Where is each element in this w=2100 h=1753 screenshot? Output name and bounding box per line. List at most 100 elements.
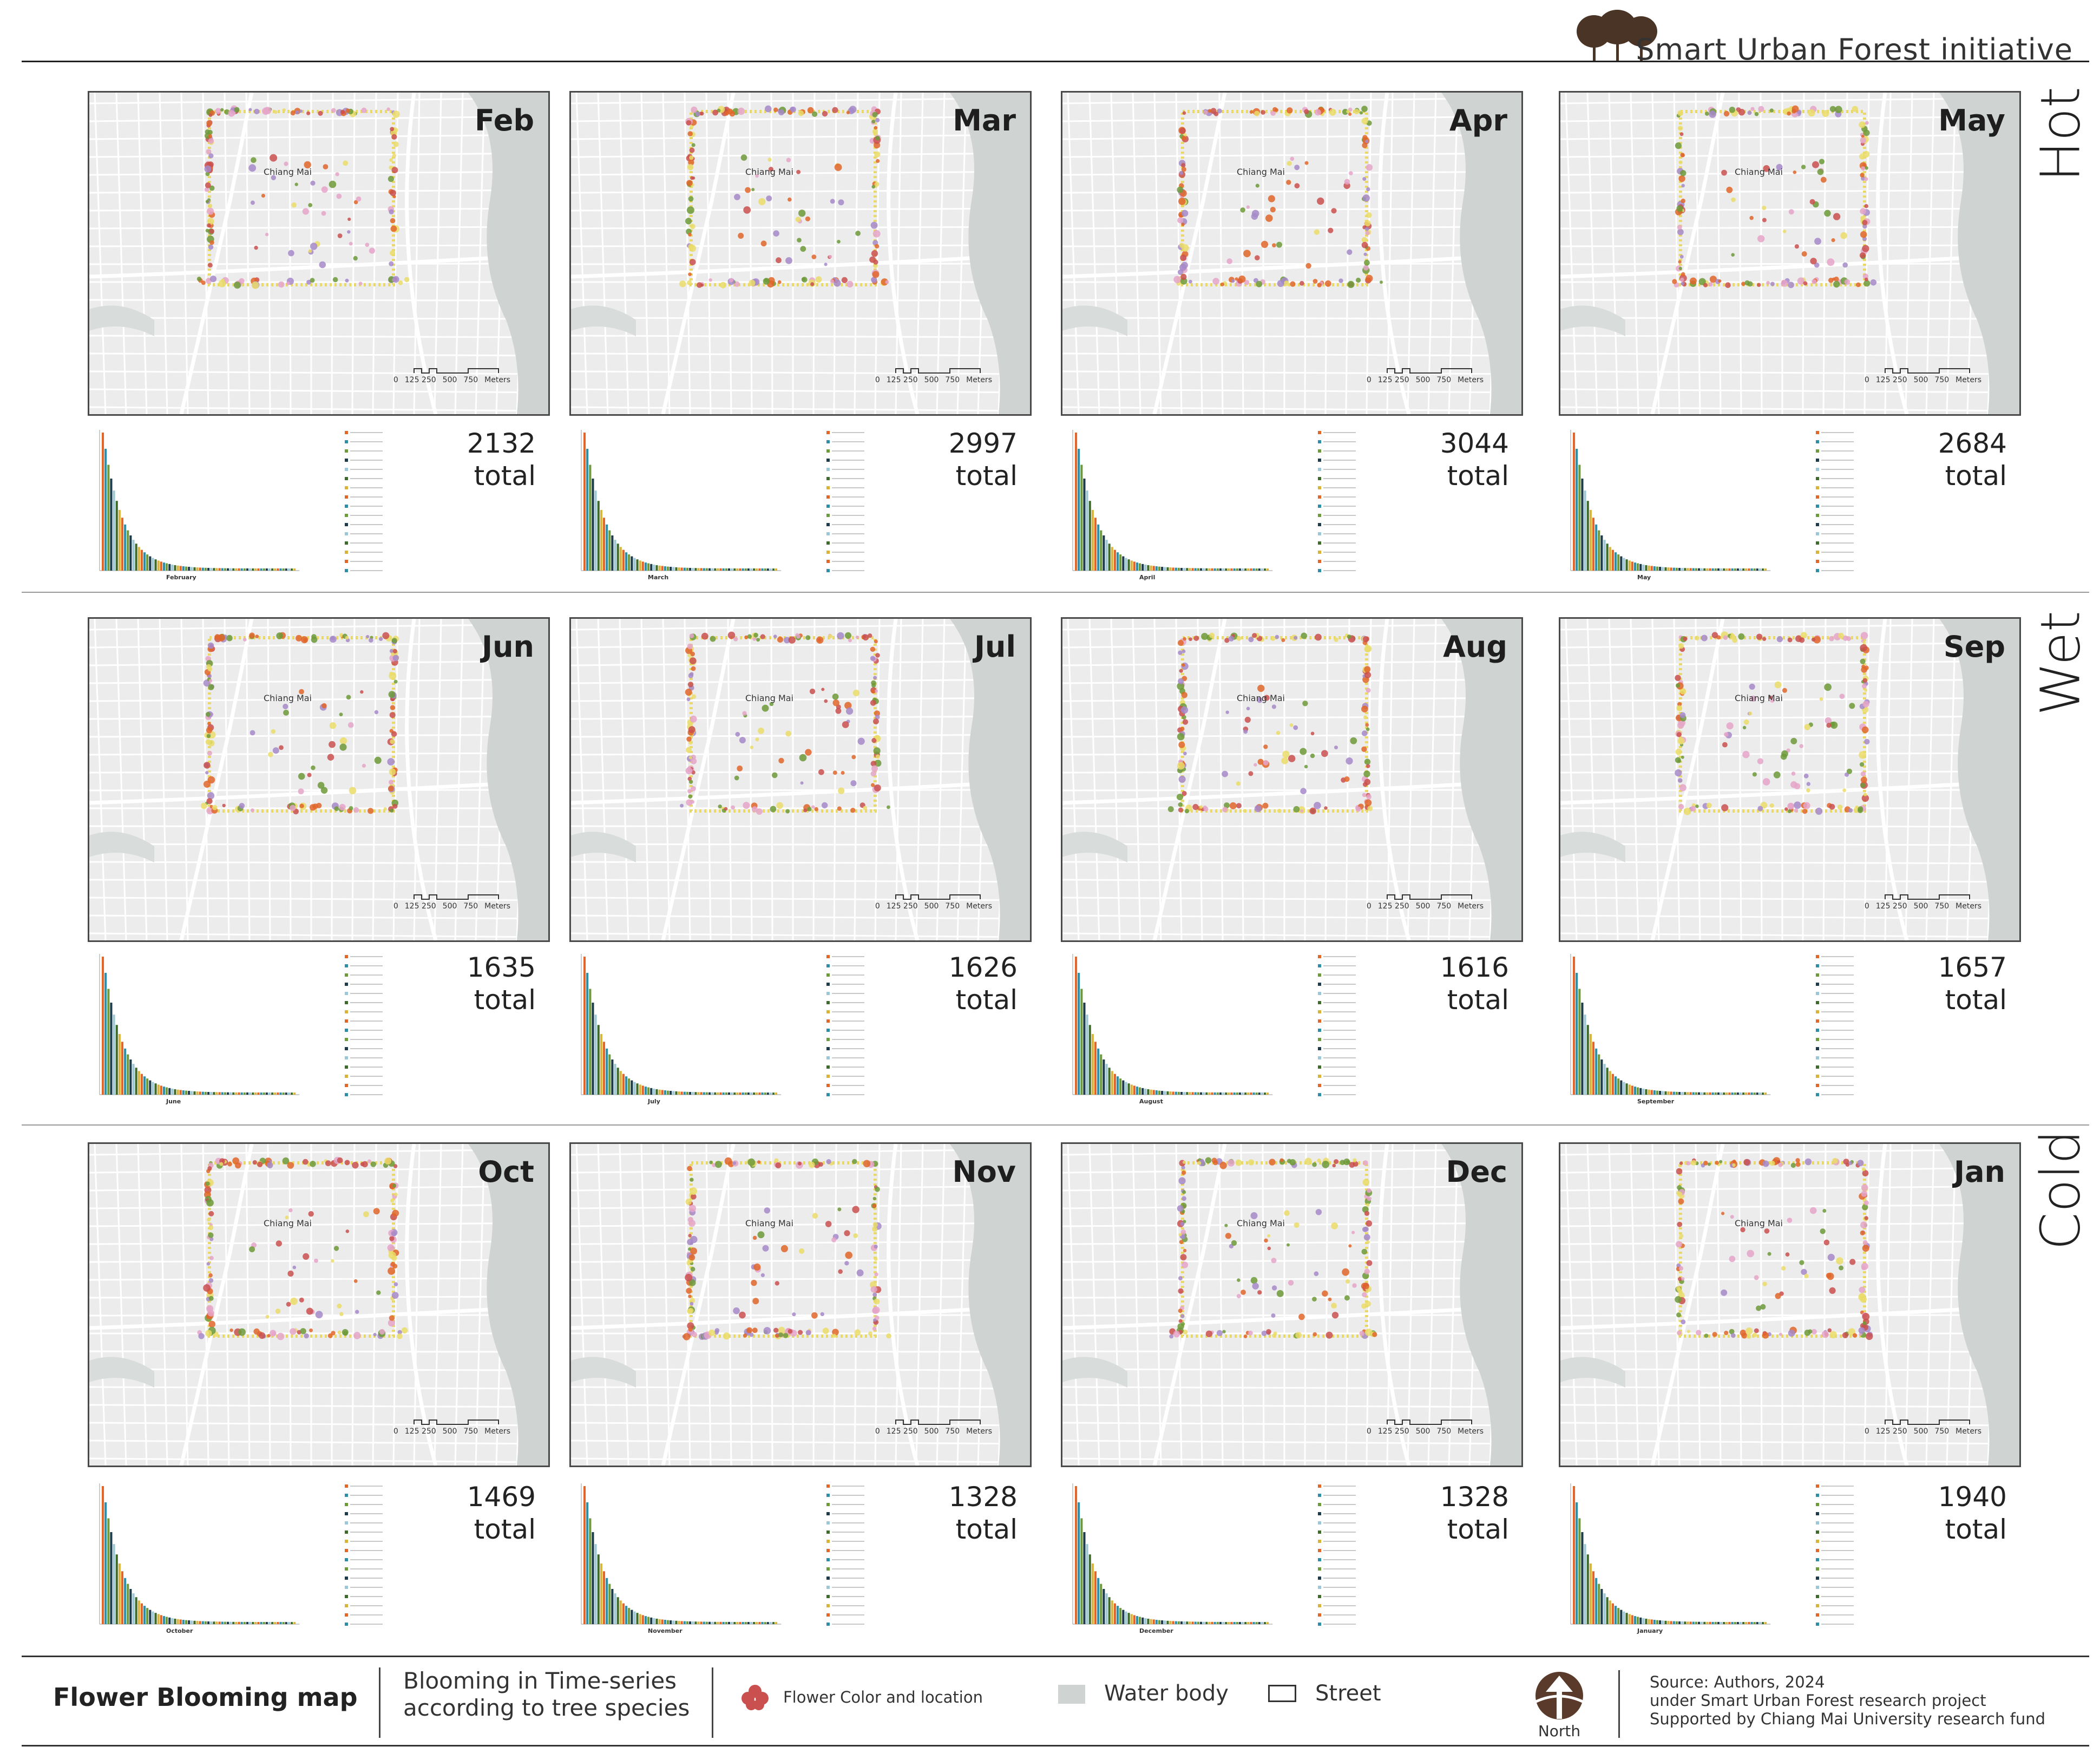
- chart-bar: [1230, 1622, 1233, 1624]
- chart-bar: [174, 565, 176, 571]
- chart-bar: [602, 1042, 605, 1095]
- chart-bar: [149, 556, 152, 571]
- chart-bar: [1595, 1578, 1598, 1624]
- chart-bar: [1600, 1059, 1603, 1095]
- chart-bar: [1633, 1087, 1636, 1095]
- chart-bar: [1174, 567, 1177, 571]
- chart-bar: [127, 1054, 129, 1095]
- chart-bar: [616, 1068, 619, 1095]
- chart-bar: [121, 1571, 123, 1624]
- chart-bar: [602, 1571, 605, 1624]
- chart-bar: [1662, 1620, 1664, 1624]
- map-city-label: Chiang Mai: [1735, 1218, 1783, 1228]
- chart-bar: [694, 1621, 697, 1624]
- chart-bar: [608, 1584, 611, 1624]
- species-bar-chart: November: [565, 1478, 914, 1646]
- chart-bar: [1194, 1092, 1197, 1095]
- chart-bar: [232, 568, 235, 571]
- chart-bar: [1177, 1621, 1180, 1624]
- chart-bar: [196, 1091, 199, 1095]
- chart-bar: [268, 1093, 271, 1095]
- chart-bar: [182, 1090, 185, 1095]
- chart-bar: [132, 540, 135, 571]
- legend-swatch: [1318, 486, 1321, 489]
- scale-tick-label: 125 250: [404, 902, 436, 911]
- legend-swatch: [1816, 431, 1819, 434]
- legend-swatch: [345, 440, 348, 443]
- chart-bar: [291, 568, 293, 571]
- scale-tick-label: 500: [1415, 376, 1430, 384]
- legend-swatch: [826, 1577, 830, 1580]
- chart-bar: [619, 1600, 622, 1624]
- map-panel: Chiang Mai 0 125 250 500 750 Meters Jan: [1559, 1142, 2021, 1467]
- chart-bar: [240, 1092, 243, 1095]
- legend-swatch: [345, 541, 348, 545]
- chart-bar: [705, 1621, 708, 1624]
- chart-bar: [661, 1090, 664, 1095]
- chart-bar: [1648, 565, 1650, 571]
- chart-bar: [229, 1621, 232, 1624]
- chart-bar: [1703, 1621, 1706, 1624]
- legend-flower-label: Flower Color and location: [783, 1688, 983, 1706]
- chart-bar: [697, 568, 700, 571]
- legend-swatch: [345, 1010, 348, 1013]
- chart-bar: [221, 1621, 224, 1624]
- legend-swatch: [826, 1540, 830, 1543]
- chart-bar: [1219, 1092, 1222, 1095]
- chart-bar: [1653, 1090, 1656, 1095]
- scale-tick-label: 125 250: [1377, 902, 1409, 911]
- legend-swatch: [345, 1019, 348, 1023]
- scale-tick-label: 125 250: [1875, 376, 1907, 384]
- chart-bar: [1213, 568, 1216, 571]
- chart-bar: [143, 1076, 146, 1095]
- chart-bar: [1731, 1093, 1734, 1095]
- chart-bar: [747, 1622, 750, 1624]
- total-value: 1940: [1938, 1481, 2007, 1513]
- legend-swatch: [345, 551, 348, 554]
- legend-swatch: [826, 1521, 830, 1525]
- chart-bar: [179, 1619, 182, 1624]
- chart-bar: [769, 1093, 772, 1095]
- chart-bar: [1681, 1621, 1684, 1624]
- chart-bar: [1670, 1621, 1672, 1624]
- footer-divider: [379, 1667, 380, 1738]
- chart-bar: [1678, 1092, 1681, 1095]
- legend-swatch: [826, 1604, 830, 1607]
- map-panel: Chiang Mai 0 125 250 500 750 Meters Oct: [88, 1142, 550, 1467]
- chart-bar: [741, 568, 744, 571]
- chart-bar: [135, 1597, 137, 1624]
- chart-bar: [611, 1059, 614, 1095]
- chart-bar: [1150, 1089, 1152, 1095]
- chart-axis-title: July: [648, 1098, 660, 1105]
- chart-bar: [1581, 1532, 1584, 1624]
- legend-swatch: [1318, 1623, 1321, 1626]
- chart-bar: [149, 1080, 152, 1095]
- chart-bar: [1695, 1092, 1697, 1095]
- legend-swatch: [1318, 1558, 1321, 1561]
- chart-bar: [689, 1092, 692, 1095]
- chart-bar: [1158, 566, 1161, 571]
- chart-bar: [1600, 535, 1603, 571]
- legend-swatch: [1318, 1586, 1321, 1589]
- chart-bar: [655, 1618, 658, 1624]
- legend-swatch: [826, 1029, 830, 1032]
- chart-bar: [1088, 501, 1091, 571]
- total-value: 1626: [948, 952, 1018, 983]
- legend-swatch: [1816, 1001, 1819, 1004]
- chart-bar: [1637, 1087, 1639, 1095]
- chart-axis-title: September: [1637, 1098, 1675, 1105]
- chart-bar: [758, 568, 761, 571]
- chart-bar: [725, 1621, 727, 1624]
- chart-bar: [135, 544, 137, 571]
- chart-bar: [124, 1578, 127, 1624]
- legend-swatch: [1816, 468, 1819, 471]
- scale-unit-label: Meters: [1458, 902, 1484, 911]
- chart-bar: [1264, 1093, 1266, 1095]
- chart-bar: [113, 1015, 115, 1095]
- chart-bar: [1736, 1093, 1739, 1095]
- chart-bar: [1141, 1617, 1144, 1624]
- chart-bar: [176, 565, 179, 571]
- legend-swatch: [345, 1540, 348, 1543]
- chart-bar: [1617, 1608, 1620, 1624]
- chart-bar: [152, 1082, 154, 1095]
